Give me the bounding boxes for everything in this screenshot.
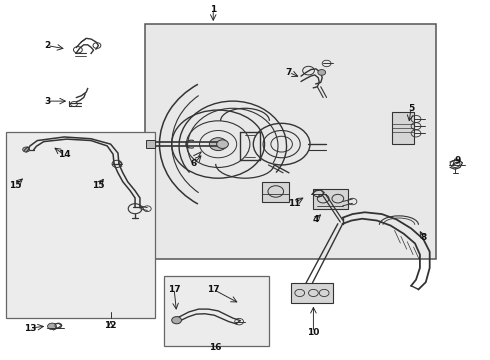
Circle shape [217,140,228,148]
Text: 1: 1 [210,5,217,14]
Text: 9: 9 [454,156,461,165]
Text: 17: 17 [207,285,220,294]
Text: 13: 13 [24,324,36,333]
Bar [314,189,347,209]
Text: 5: 5 [408,104,414,113]
Bar [392,112,414,144]
Bar [145,24,436,259]
Text: 10: 10 [307,328,319,337]
Bar [147,140,155,148]
Bar [164,276,270,346]
Text: 17: 17 [168,285,180,294]
Circle shape [48,323,56,329]
Circle shape [23,147,29,152]
Bar [5,132,155,318]
Text: 12: 12 [104,321,117,330]
Text: 8: 8 [420,233,426,242]
Text: 4: 4 [313,215,319,224]
Text: 16: 16 [209,343,222,352]
Circle shape [172,317,181,324]
Text: 15: 15 [9,181,22,190]
Circle shape [318,69,326,75]
Text: 15: 15 [92,181,105,190]
Circle shape [209,138,227,150]
Bar [262,182,289,202]
Text: 3: 3 [44,96,50,105]
Bar [292,283,333,303]
Text: 11: 11 [288,199,300,208]
Text: 2: 2 [44,41,50,50]
Text: 7: 7 [286,68,292,77]
Text: 6: 6 [191,159,197,168]
Text: 14: 14 [58,150,71,159]
